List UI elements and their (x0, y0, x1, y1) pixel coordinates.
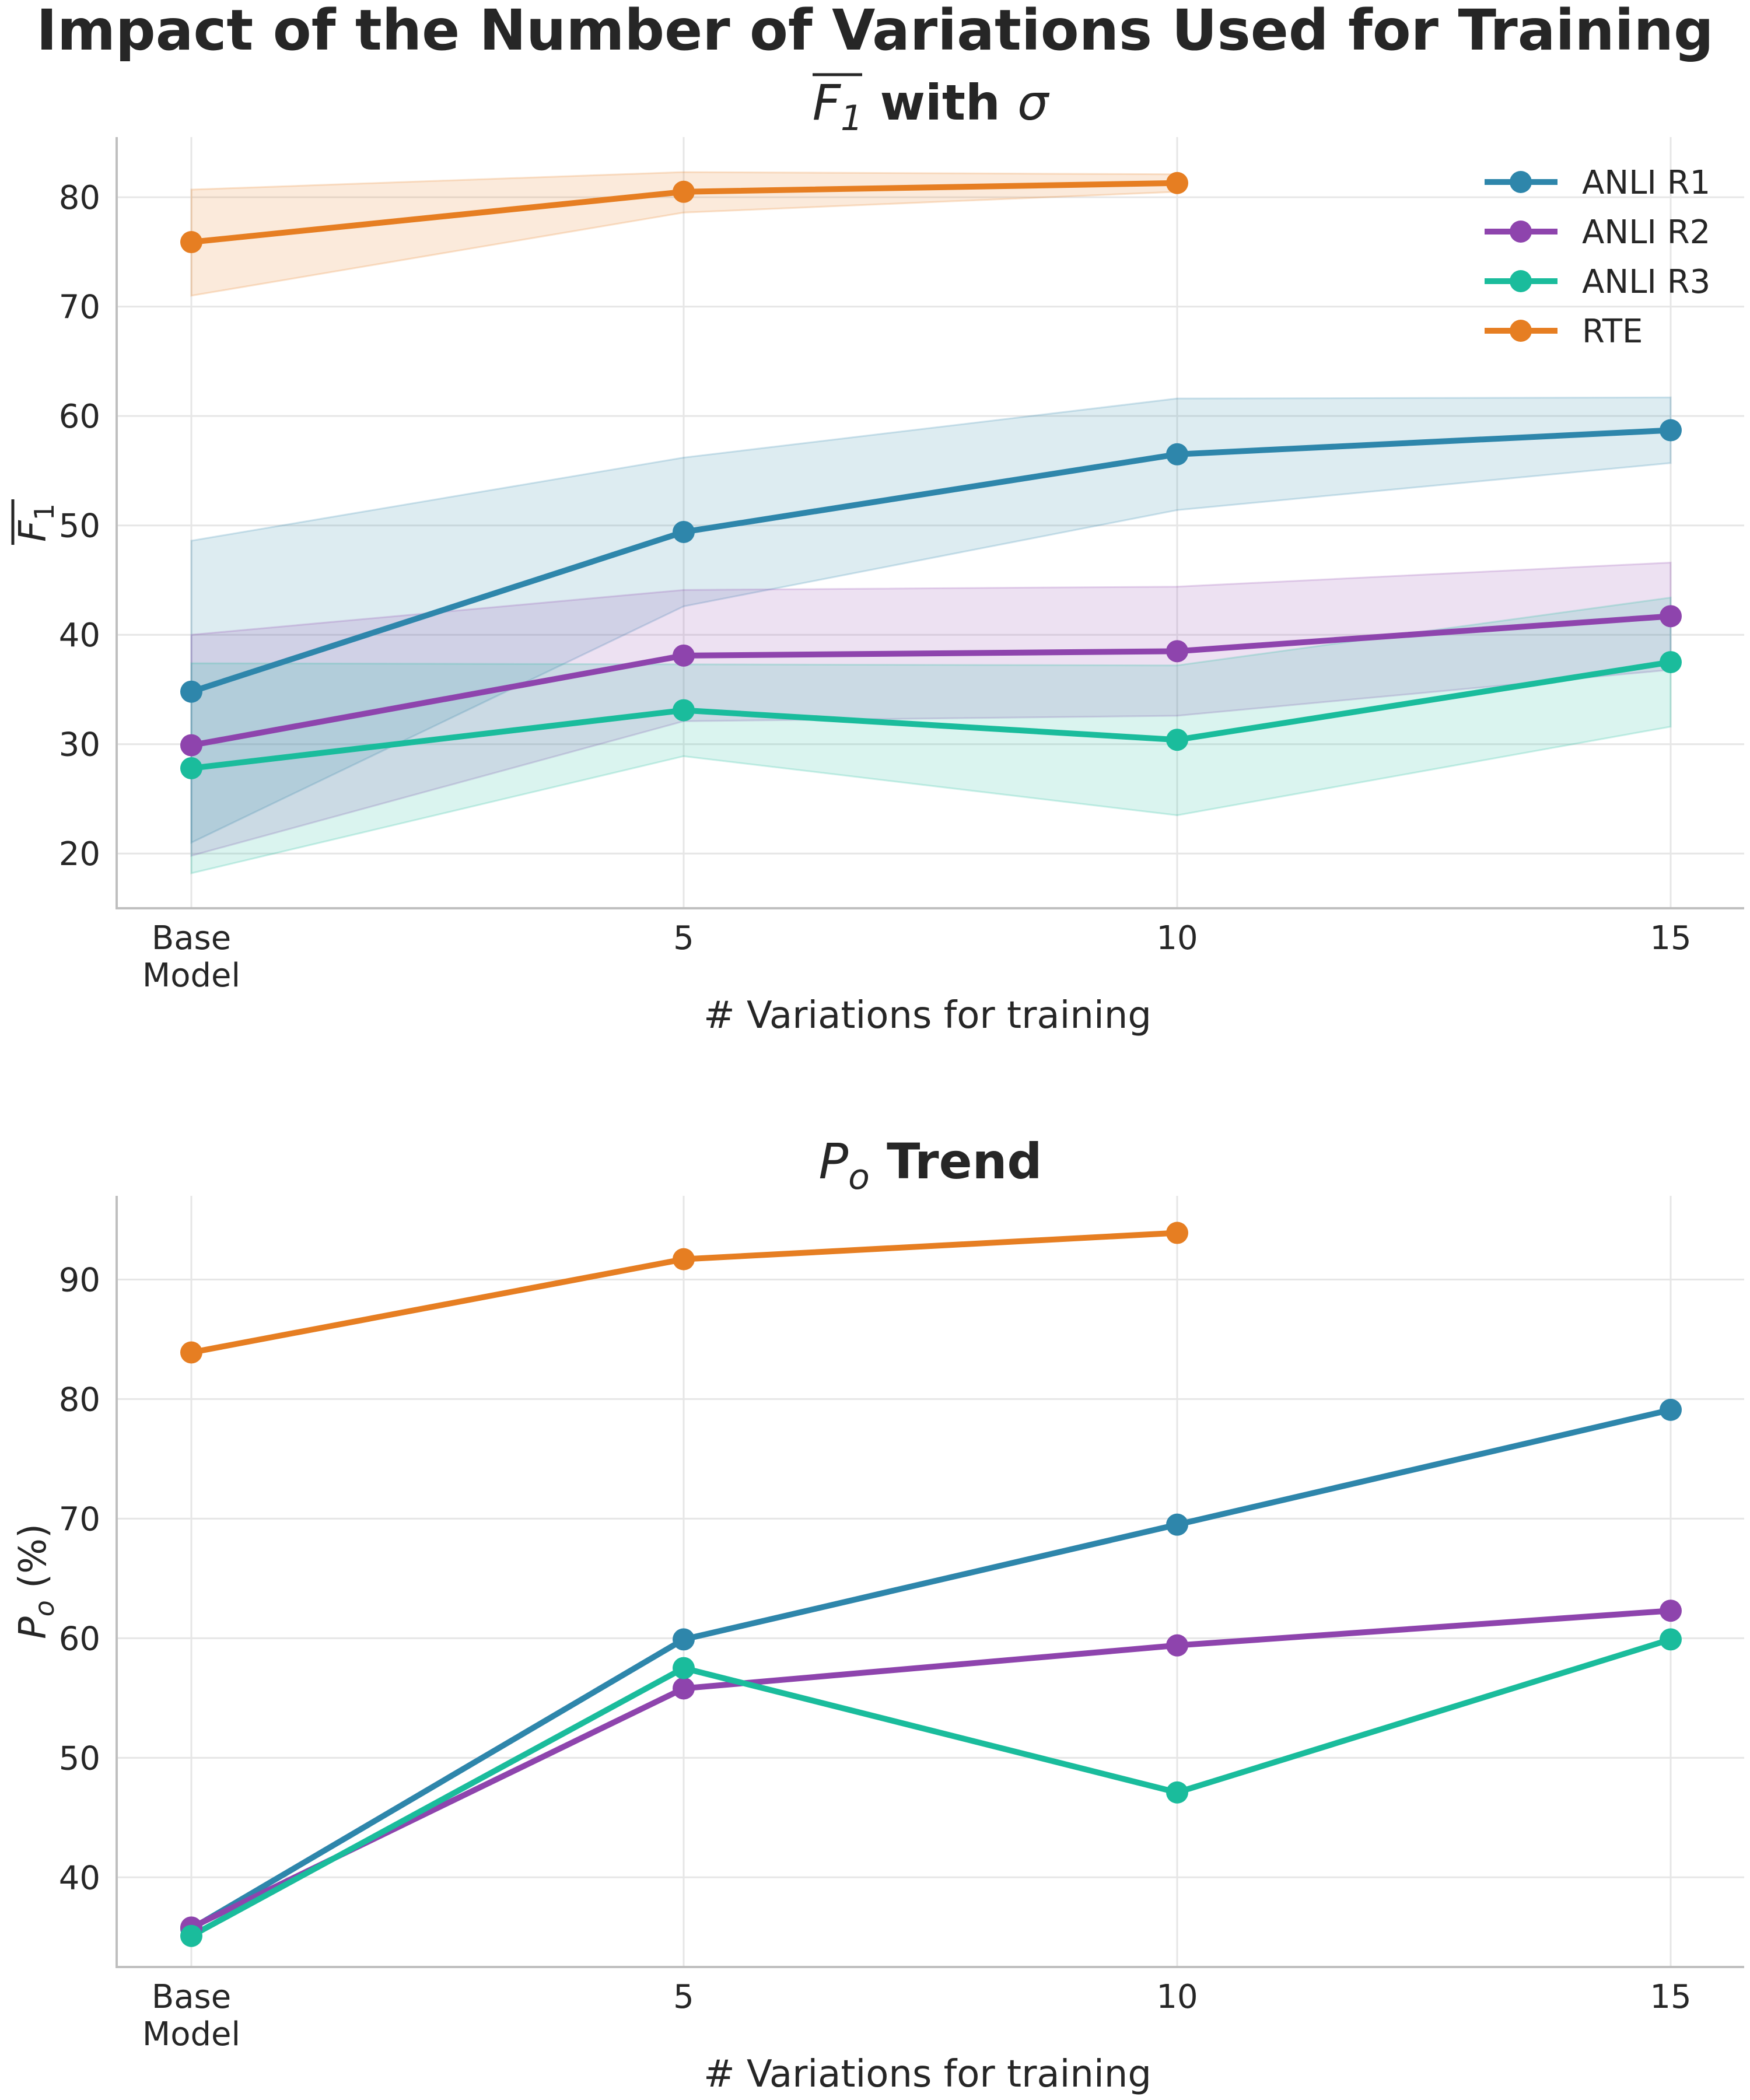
y-tick-label: 60 (59, 398, 100, 436)
legend-label-anli-r2: ANLI R2 (1582, 214, 1710, 251)
axis-spine (116, 1196, 1744, 1968)
legend-label-anli-r3: ANLI R3 (1582, 263, 1710, 301)
point-anli-r3 (673, 699, 695, 722)
y-tick-label: 90 (59, 1261, 100, 1299)
point-anli-r3 (673, 1657, 695, 1679)
legend-label-rte: RTE (1582, 313, 1643, 351)
legend: ANLI R1 ANLI R2 ANLI R3 RTE (1485, 164, 1710, 351)
point-anli-r2 (1166, 640, 1188, 663)
point-anli-r1 (1166, 1513, 1188, 1536)
line-anli-r3 (190, 1636, 1672, 1939)
point-anli-r1 (180, 680, 202, 703)
figure-title: Impact of the Number of Variations Used … (36, 0, 1713, 63)
point-anli-r3 (1660, 651, 1682, 674)
point-rte (180, 1341, 202, 1364)
axis-spine (116, 137, 1744, 909)
point-anli-r3 (180, 757, 202, 779)
point-anli-r3 (1166, 1781, 1188, 1804)
y-axis-label: Po (%) (12, 1524, 60, 1639)
point-anli-r2 (1660, 605, 1682, 628)
x-tick-label: 10 (1156, 1978, 1198, 2016)
x-tick-label: Base Model (142, 1978, 240, 2053)
legend-marker-anli-r1 (1510, 171, 1532, 193)
point-anli-r2 (673, 1677, 695, 1700)
point-anli-r1 (1660, 1398, 1682, 1421)
point-anli-r2 (180, 734, 202, 757)
y-tick-label: 80 (59, 179, 100, 217)
point-rte (1166, 172, 1188, 194)
legend-marker-rte (1510, 320, 1532, 342)
line-anli-r1 (190, 427, 1671, 695)
point-anli-r1 (1660, 419, 1682, 442)
point-anli-r3 (1660, 1628, 1682, 1651)
point-rte (180, 231, 202, 254)
line-anli-r2 (190, 1608, 1671, 1930)
point-anli-r1 (673, 1628, 695, 1651)
y-tick-label: 60 (59, 1620, 100, 1658)
legend-label-anli-r1: ANLI R1 (1582, 164, 1710, 202)
point-rte (673, 180, 695, 203)
band-anli-r3 (190, 596, 1672, 874)
band-anli-r1 (190, 396, 1672, 844)
y-tick-label: 30 (59, 726, 100, 764)
f1-panel: 20 30 40 50 60 70 80 Base Model 5 10 15 F1 with σ # V… (11, 73, 1744, 1037)
point-anli-r2 (673, 644, 695, 667)
point-anli-r3 (1166, 729, 1188, 751)
line-anli-r2 (191, 613, 1671, 748)
legend-marker-anli-r3 (1510, 270, 1532, 292)
y-tick-label: 20 (59, 835, 100, 873)
x-axis-label: # Variations for training (704, 994, 1152, 1037)
y-tick-label: 70 (59, 289, 100, 327)
y-tick-label: 70 (59, 1500, 100, 1538)
x-tick-label: 10 (1156, 919, 1198, 957)
point-anli-r3 (180, 1924, 202, 1947)
panel-title: F1 with σ (813, 74, 1050, 139)
y-tick-label: 80 (59, 1381, 100, 1419)
point-rte (673, 1248, 695, 1270)
line-anli-r3 (191, 659, 1671, 771)
x-tick-label: Base Model (142, 919, 240, 995)
x-tick-label: 5 (673, 1978, 694, 2016)
point-rte (1166, 1222, 1188, 1244)
po-panel: 40 50 60 70 80 90 Base Model 5 10 15 Po Trend # Vari… (12, 1133, 1744, 2096)
x-tick-label: 15 (1650, 1978, 1691, 2016)
point-anli-r1 (1166, 443, 1188, 466)
point-anli-r2 (1166, 1634, 1188, 1657)
y-tick-label: 50 (59, 1740, 100, 1777)
x-tick-label: 15 (1650, 919, 1691, 957)
panel-title: Po Trend (818, 1133, 1042, 1198)
y-tick-label: 50 (59, 508, 100, 545)
x-axis-label: # Variations for training (704, 2053, 1152, 2096)
x-tick-label: 5 (673, 919, 694, 957)
y-tick-label: 40 (59, 1859, 100, 1897)
y-axis-label: F1 (12, 503, 60, 542)
point-anli-r1 (673, 520, 695, 543)
legend-marker-anli-r2 (1510, 220, 1532, 243)
y-tick-label: 40 (59, 617, 100, 654)
line-anli-r1 (190, 1407, 1672, 1931)
gridlines (117, 1196, 1744, 1967)
point-anli-r2 (1660, 1600, 1682, 1622)
